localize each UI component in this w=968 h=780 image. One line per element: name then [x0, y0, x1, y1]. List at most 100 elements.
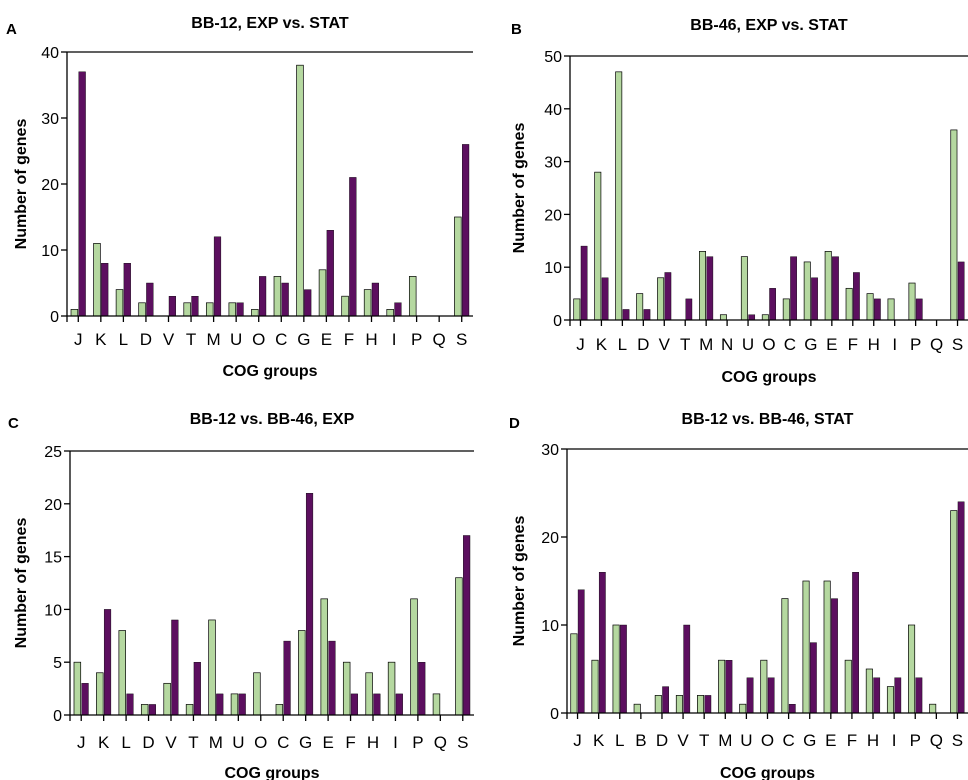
- bar: [908, 624, 916, 714]
- bar: [746, 677, 754, 714]
- bar: [148, 704, 156, 716]
- bar: [845, 287, 853, 321]
- x-tick-label: O: [252, 330, 265, 349]
- bar: [432, 693, 441, 716]
- panel-letter: B: [511, 21, 522, 38]
- x-tick-label: C: [275, 330, 287, 349]
- bar: [767, 677, 775, 714]
- bar: [342, 661, 351, 716]
- x-tick-label: P: [411, 330, 422, 349]
- bar: [96, 672, 104, 716]
- y-tick-label: 10: [41, 243, 59, 260]
- bar: [163, 682, 171, 716]
- bar: [908, 282, 916, 321]
- x-tick-label: V: [165, 733, 177, 752]
- bar: [251, 309, 259, 317]
- bar: [643, 309, 651, 321]
- x-tick-label: I: [393, 733, 398, 752]
- y-axis-label: Number of genes: [511, 123, 528, 254]
- bar: [886, 686, 894, 714]
- bar: [373, 693, 381, 716]
- x-tick-label: M: [718, 731, 732, 750]
- panel-letter: C: [8, 415, 19, 432]
- bar: [320, 598, 328, 716]
- x-tick-label: L: [618, 335, 627, 354]
- x-tick-label: L: [119, 330, 128, 349]
- x-tick-label: C: [782, 731, 794, 750]
- bar: [281, 282, 289, 317]
- bar: [365, 672, 373, 716]
- panel-b: B BB-46, EXP vs. STAT 0 10 20 30 40 50 J K L D V T M N U…: [511, 17, 968, 386]
- bar: [832, 256, 839, 321]
- bar: [950, 129, 958, 321]
- bar: [811, 277, 818, 321]
- bar: [228, 302, 237, 317]
- x-tick-label: S: [457, 733, 468, 752]
- y-tick-label: 0: [553, 313, 562, 330]
- x-axis-label: COG groups: [721, 369, 816, 386]
- x-tick-label: M: [207, 330, 221, 349]
- bar: [418, 662, 426, 716]
- y-tick-label: 0: [550, 706, 559, 723]
- bar: [957, 261, 965, 321]
- x-axis-label: COG groups: [222, 363, 317, 380]
- bar: [915, 298, 923, 321]
- x-tick-label: G: [299, 733, 312, 752]
- x-tick-label: U: [740, 731, 752, 750]
- bar: [706, 256, 714, 321]
- chart-title: BB-12 vs. BB-46, STAT: [682, 411, 854, 428]
- chart-title: BB-12, EXP vs. STAT: [191, 15, 349, 32]
- panel-c: C BB-12 vs. BB-46, EXP 0 5 10 15 20 25 J K L D V T M U O…: [8, 411, 474, 780]
- bar: [739, 703, 747, 714]
- chart-title: BB-12 vs. BB-46, EXP: [190, 411, 355, 428]
- y-tick-label: 30: [541, 442, 559, 459]
- bar: [387, 661, 396, 716]
- x-tick-label: L: [615, 731, 624, 750]
- x-tick-label: N: [721, 335, 733, 354]
- x-tick-label: U: [230, 330, 242, 349]
- bar: [213, 236, 222, 317]
- x-tick-label: D: [656, 731, 668, 750]
- bar: [725, 660, 733, 714]
- y-tick-label: 10: [544, 260, 562, 277]
- x-tick-label: O: [254, 733, 267, 752]
- x-tick-label: H: [867, 731, 879, 750]
- bar: [350, 693, 358, 716]
- x-tick-label: K: [596, 335, 608, 354]
- bar: [275, 704, 284, 716]
- x-tick-label: K: [593, 731, 605, 750]
- bar: [208, 619, 216, 716]
- bar: [455, 577, 463, 716]
- bar: [205, 302, 214, 317]
- x-tick-label: F: [345, 733, 355, 752]
- x-tick-label: Q: [930, 335, 943, 354]
- x-tick-label: V: [677, 731, 689, 750]
- bar: [740, 256, 748, 321]
- bar: [929, 703, 937, 714]
- bar: [760, 659, 768, 714]
- x-tick-label: B: [635, 731, 646, 750]
- x-tick-label: D: [140, 330, 152, 349]
- x-tick-label: H: [365, 330, 377, 349]
- bar: [101, 263, 109, 317]
- y-tick-label: 50: [544, 49, 562, 66]
- x-tick-label: T: [680, 335, 690, 354]
- y-axis-label: Number of genes: [13, 518, 30, 649]
- bar: [622, 309, 630, 321]
- bar: [191, 296, 199, 317]
- bar: [326, 229, 334, 317]
- x-tick-label: C: [784, 335, 796, 354]
- bar: [803, 261, 811, 321]
- x-tick-label: Q: [434, 733, 447, 752]
- y-tick-label: 5: [53, 655, 62, 672]
- x-tick-label: T: [188, 733, 198, 752]
- bar: [70, 309, 79, 317]
- bar: [633, 703, 641, 714]
- x-tick-label: P: [910, 335, 921, 354]
- x-tick-label: D: [142, 733, 154, 752]
- bar: [594, 171, 602, 321]
- x-tick-label: J: [576, 335, 585, 354]
- bar: [873, 677, 881, 714]
